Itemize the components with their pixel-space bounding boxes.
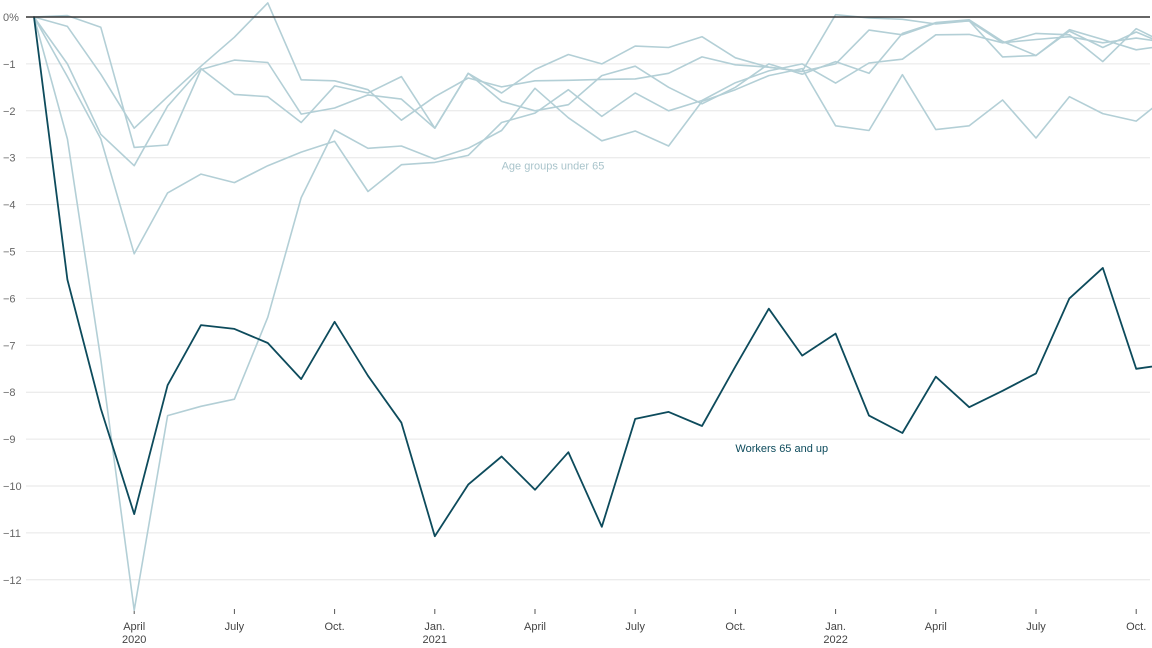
- x-tick-label: Oct.: [325, 621, 345, 633]
- y-tick-label: −4: [3, 200, 16, 212]
- x-tick-label: Jan.: [424, 621, 445, 633]
- x-tick-label: July: [1026, 621, 1046, 633]
- x-tick-label: Oct.: [1126, 621, 1146, 633]
- y-tick-label: −5: [3, 247, 16, 259]
- y-tick-label: −6: [3, 293, 16, 305]
- y-tick-label: −1: [3, 59, 16, 71]
- x-tick-label: April: [123, 621, 145, 633]
- x-tick-year-label: 2022: [823, 634, 847, 646]
- series-line-under-65: [33, 16, 1152, 612]
- series-line-under-65: [33, 16, 1152, 167]
- y-tick-label: −3: [3, 153, 16, 165]
- series-line-65-and-up: [33, 16, 1152, 538]
- x-tick-year-label: 2020: [122, 634, 146, 646]
- x-tick-label: April: [524, 621, 546, 633]
- x-tick-label: July: [225, 621, 245, 633]
- series-line-under-65: [33, 13, 1152, 149]
- y-tick-label: −11: [3, 528, 21, 540]
- series-line-under-65: [33, 16, 1152, 255]
- series-line-under-65: [33, 2, 1152, 129]
- annotation-workers-65-and-up: Workers 65 and up: [735, 443, 828, 455]
- y-tick-label: −7: [3, 340, 16, 352]
- x-tick-label: Oct.: [725, 621, 745, 633]
- x-tick-label: Jan.: [825, 621, 846, 633]
- grid: [26, 63, 1150, 581]
- x-tick-label: April: [925, 621, 947, 633]
- y-tick-label: −8: [3, 387, 16, 399]
- series-lines: [33, 2, 1152, 612]
- annotations: Age groups under 65 Workers 65 and up: [502, 160, 829, 454]
- x-tick-year-label: 2021: [423, 634, 447, 646]
- y-tick-label: 0%: [3, 12, 19, 24]
- y-tick-label: −12: [3, 575, 22, 587]
- x-tick-label: July: [625, 621, 645, 633]
- y-tick-label: −10: [3, 481, 22, 493]
- annotation-age-groups-under-65: Age groups under 65: [502, 160, 605, 172]
- y-axis-tick-labels: 0% −1 −2 −3 −4 −5 −6 −7 −8 −9 −10 −11 −12: [3, 12, 22, 587]
- y-tick-label: −2: [3, 106, 16, 118]
- y-tick-label: −9: [3, 434, 16, 446]
